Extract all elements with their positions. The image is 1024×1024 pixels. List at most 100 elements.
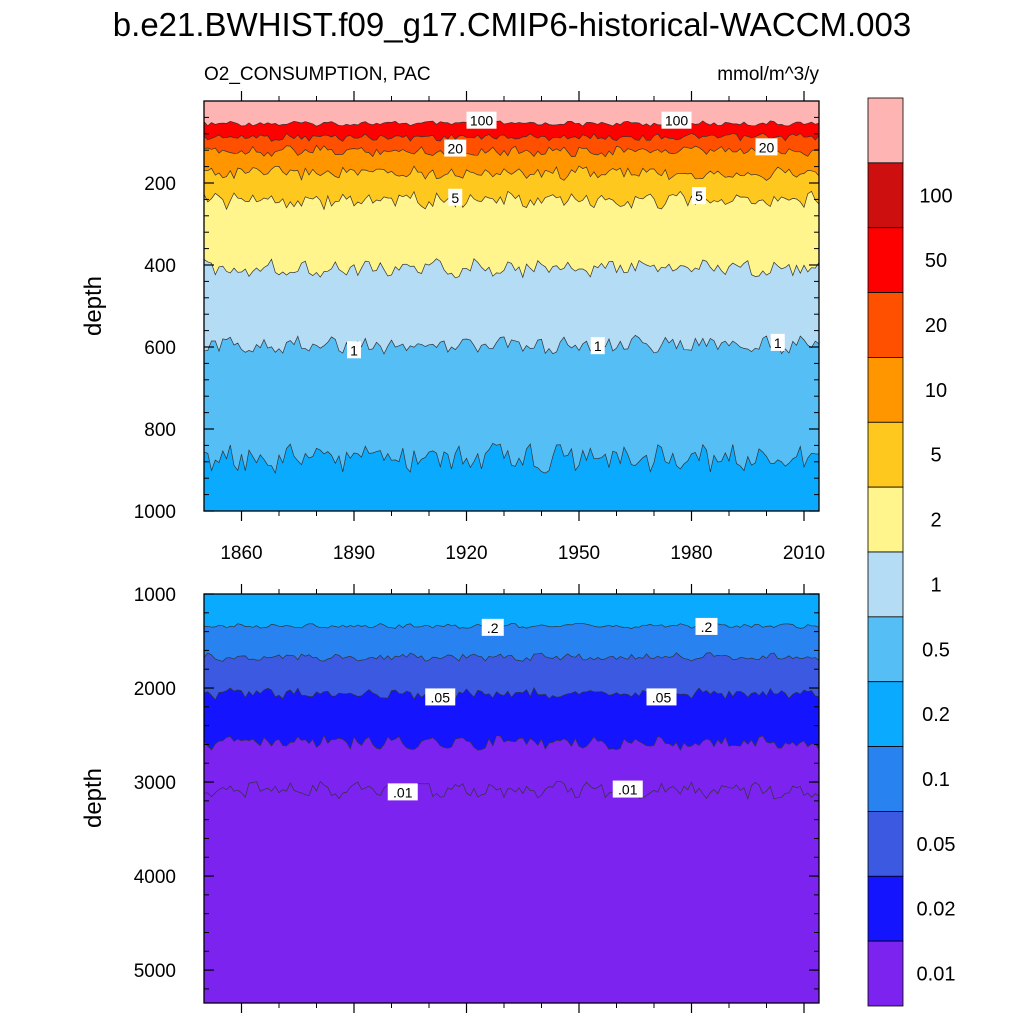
contour-line-0p5	[203, 442, 820, 475]
colorbar-label: 2	[930, 510, 941, 532]
x-tick-label: 1920	[445, 543, 487, 564]
svg-text:.05: .05	[652, 689, 672, 705]
x-tick-label: 1890	[333, 543, 375, 564]
top-axis-ticks: 200 400 600 800 1000 1860 1890 1920 1950 1980 2010	[134, 91, 825, 564]
colorbar: 100 50 20 10 5 2 1 0.5 0.2 0.1 0.05 0.02 0.01	[867, 97, 956, 1007]
colorbar-swatch	[867, 551, 904, 618]
contour-label: 20	[755, 138, 778, 156]
contour-label: 5	[692, 187, 706, 205]
contour-band-0p01	[204, 781, 819, 1003]
colorbar-swatch	[867, 681, 904, 747]
contour-line-100	[203, 120, 820, 127]
y-tick-label: 800	[144, 420, 176, 441]
contour-label: .05	[425, 688, 456, 706]
svg-text:.01: .01	[393, 784, 413, 800]
svg-text:.05: .05	[431, 689, 451, 705]
bottom-y-axis-label: depth	[80, 768, 107, 828]
y-tick-label: 4000	[134, 867, 176, 888]
colorbar-swatch	[867, 357, 904, 423]
top-panel: 100 100 20 20 5 5 1 1 1 200 400 600 800 1000 1860 1890…	[80, 64, 825, 564]
contour-label: 5	[448, 188, 463, 206]
colorbar-label: 20	[925, 315, 947, 337]
colorbar-label: 1	[930, 574, 941, 596]
contour-line-20	[203, 144, 820, 158]
svg-text:20: 20	[447, 141, 463, 157]
colorbar-label: 0.2	[922, 704, 950, 726]
colorbar-swatch	[867, 746, 904, 812]
contour-line-10	[203, 165, 820, 181]
y-tick-label: 3000	[134, 773, 176, 794]
contour-label: 100	[466, 111, 497, 129]
contour-line-0p01	[203, 780, 820, 800]
x-tick-label: 1950	[558, 543, 600, 564]
colorbar-swatch	[867, 227, 904, 293]
contour-label: 1	[347, 341, 361, 359]
contour-label: 20	[444, 139, 467, 157]
colorbar-label: 0.1	[922, 769, 950, 791]
svg-text:100: 100	[665, 113, 689, 129]
contour-line-50	[203, 132, 820, 142]
colorbar-label: 0.01	[917, 964, 956, 986]
bottom-plot-frame	[203, 593, 820, 1004]
svg-text:1: 1	[350, 342, 358, 358]
figure-title: b.e21.BWHIST.f09_g17.CMIP6-historical-WA…	[113, 6, 911, 43]
top-contour-labels: 100 100 20 20 5 5 1 1 1	[347, 111, 785, 359]
top-subtitle-left: O2_CONSUMPTION, PAC	[204, 64, 431, 85]
contour-label: .01	[387, 783, 418, 801]
bottom-axis-ticks: 1000 2000 3000 4000 5000	[134, 584, 819, 1013]
y-tick-label: 1000	[134, 585, 176, 606]
colorbar-label: 100	[919, 185, 952, 207]
colorbar-swatch	[867, 616, 904, 683]
colorbar-swatch	[867, 421, 904, 488]
contour-label: .05	[646, 688, 677, 706]
bottom-contour-labels: .2 .2 .05 .05 .01 .01	[387, 617, 718, 801]
contour-label: 1	[590, 337, 605, 355]
top-subtitle-right: mmol/m^3/y	[717, 64, 819, 85]
colorbar-swatch	[867, 486, 904, 553]
colorbar-swatch	[867, 940, 904, 1007]
colorbar-swatch	[867, 162, 904, 229]
contour-line-0p1	[203, 652, 820, 662]
contour-line-5	[203, 190, 820, 211]
colorbar-swatch	[867, 292, 904, 358]
colorbar-label: 0.02	[917, 899, 956, 921]
bottom-panel: .2 .2 .05 .05 .01 .01 1000 2000 3000 4000 5000 de…	[80, 584, 820, 1013]
bottom-contour-fills	[203, 594, 820, 1003]
colorbar-swatch	[867, 875, 904, 942]
y-tick-label: 600	[144, 338, 176, 359]
y-tick-label: 1000	[134, 502, 176, 523]
contour-band-0p5	[204, 443, 819, 511]
svg-text:.2: .2	[701, 619, 713, 635]
contour-label: .2	[695, 617, 718, 635]
contour-label: 100	[661, 111, 692, 129]
contour-line-0p05	[203, 687, 820, 701]
colorbar-label: 5	[930, 445, 941, 467]
colorbar-label: 0.05	[917, 834, 956, 856]
colorbar-swatch	[867, 97, 904, 164]
contour-line-0p02	[203, 734, 820, 751]
contour-label: .2	[481, 618, 504, 636]
colorbar-swatch	[867, 811, 904, 877]
colorbar-label: 50	[925, 250, 947, 272]
colorbar-label: 0.5	[922, 639, 950, 661]
x-tick-label: 1980	[670, 543, 712, 564]
y-tick-label: 200	[144, 174, 176, 195]
svg-text:1: 1	[594, 338, 602, 354]
y-tick-label: 2000	[134, 679, 176, 700]
contour-label: 1	[770, 333, 785, 351]
svg-text:1: 1	[774, 335, 782, 351]
top-y-axis-label: depth	[80, 276, 107, 336]
svg-text:.2: .2	[487, 620, 499, 636]
svg-text:20: 20	[759, 139, 775, 155]
contour-label: .01	[612, 780, 643, 798]
top-contour-fills	[203, 101, 820, 512]
top-plot-frame	[203, 100, 820, 512]
x-tick-label: 2010	[783, 543, 825, 564]
y-tick-label: 5000	[134, 961, 176, 982]
svg-text:5: 5	[695, 188, 703, 204]
y-tick-label: 400	[144, 256, 176, 277]
colorbar-label: 10	[925, 380, 947, 402]
svg-text:100: 100	[470, 113, 494, 129]
contour-line-1	[203, 334, 820, 355]
svg-text:.01: .01	[618, 782, 638, 798]
